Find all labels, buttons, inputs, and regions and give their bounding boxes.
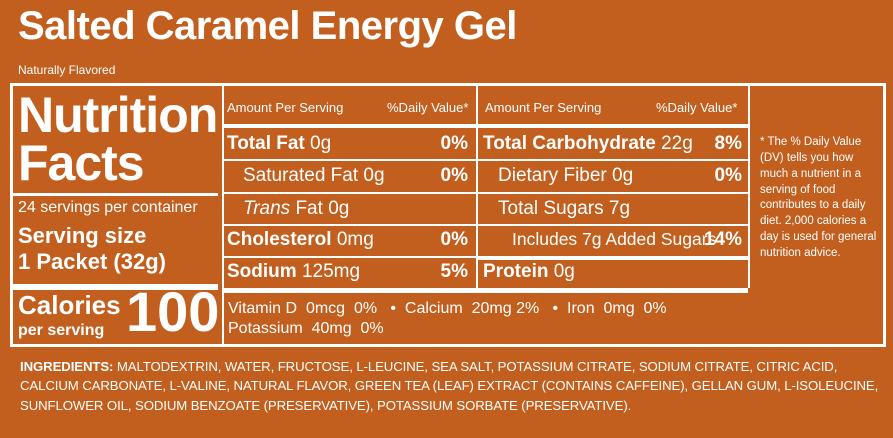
left-header-amount: Amount Per Serving <box>227 100 344 115</box>
column-separator <box>476 86 478 288</box>
total-carbohydrate-dv: 8% <box>714 133 742 154</box>
nutrition-panel <box>10 83 886 347</box>
nutrient-amount: 125mg <box>301 261 361 282</box>
cholesterol-row: Cholesterol 0mg <box>227 229 374 251</box>
vitamins-line-1: Vitamin D 0mcg 0% • Calcium 20mg 2% • Ir… <box>228 300 667 317</box>
nutrient-label: Protein <box>483 261 549 282</box>
vitamins-rule <box>224 288 748 293</box>
nutrient-amount: 0g <box>363 165 385 186</box>
calories-value: 100 <box>126 280 220 343</box>
product-subtitle: Naturally Flavored <box>18 63 116 77</box>
trans-fat-row: Trans Fat 0g <box>243 198 349 220</box>
daily-value-footnote: * The % Daily Value (DV) tells you how m… <box>760 136 877 260</box>
serving-size-value: 1 Packet (32g) <box>18 249 166 275</box>
column-separator <box>222 86 224 344</box>
protein-row: Protein 0g <box>483 261 575 283</box>
sodium-row: Sodium 125mg <box>227 261 360 283</box>
nutrient-label: Cholesterol <box>227 229 332 250</box>
total-sugars-row: Total Sugars 7g <box>498 198 630 220</box>
ingredients: INGREDIENTS: MALTODEXTRIN, WATER, FRUCTO… <box>20 357 880 415</box>
nutrient-amount: 0g <box>612 165 634 186</box>
servings-per-container: 24 servings per container <box>18 199 198 216</box>
calories-label: Calories <box>18 290 121 320</box>
cholesterol-dv: 0% <box>440 229 468 250</box>
nutrient-label: Dietary Fiber <box>498 165 607 186</box>
row-rule <box>478 159 748 161</box>
right-header-amount: Amount Per Serving <box>485 100 602 115</box>
row-rule <box>478 224 748 226</box>
total-fat-dv: 0% <box>440 133 468 154</box>
row-rule <box>224 256 476 258</box>
nutrient-label-suffix: Fat <box>295 198 323 219</box>
nutrition-facts-heading: Nutrition Facts <box>18 87 218 191</box>
product-title: Salted Caramel Energy Gel <box>18 4 517 48</box>
nutrient-amount: 7g <box>608 198 631 219</box>
dietary-fiber-dv: 0% <box>714 165 742 186</box>
added-sugars-dv: 14% <box>703 229 742 250</box>
row-rule <box>478 256 748 260</box>
divider <box>13 193 218 196</box>
dietary-fiber-row: Dietary Fiber 0g <box>498 165 633 187</box>
nutrient-label: Total Carbohydrate <box>483 133 656 154</box>
column-separator <box>748 86 750 288</box>
total-fat-row: Total Fat 0g <box>227 133 331 155</box>
row-rule <box>478 192 748 194</box>
total-carbohydrate-row: Total Carbohydrate 22g <box>483 133 693 155</box>
nutrient-amount: 0g <box>553 261 575 282</box>
nutrient-amount: 0mg <box>336 229 374 250</box>
calories-per-serving: per serving <box>18 322 105 339</box>
saturated-fat-dv: 0% <box>440 165 468 186</box>
heading-line-1: Nutrition <box>18 87 218 143</box>
ingredients-label: INGREDIENTS: <box>20 359 114 374</box>
nutrient-label: Trans <box>243 198 291 219</box>
left-header-dv: %Daily Value* <box>387 100 469 115</box>
heading-line-2: Facts <box>18 134 145 191</box>
right-header-dv: %Daily Value* <box>656 100 738 115</box>
header-rule <box>224 124 476 128</box>
nutrient-label: Sodium <box>227 261 297 282</box>
ingredients-text: MALTODEXTRIN, WATER, FRUCTOSE, L-LEUCINE… <box>20 359 879 413</box>
nutrient-amount: 0g <box>328 198 350 219</box>
nutrient-label: Total Sugars <box>498 198 604 219</box>
vitamins-line-2: Potassium 40mg 0% <box>228 320 384 337</box>
row-rule <box>224 159 476 161</box>
saturated-fat-row: Saturated Fat 0g <box>243 165 385 187</box>
nutrient-label: Saturated Fat <box>243 165 359 186</box>
sodium-dv: 5% <box>440 261 468 282</box>
row-rule <box>224 192 476 194</box>
added-sugars-row: Includes 7g Added Sugars <box>512 229 716 250</box>
header-rule <box>478 124 748 128</box>
serving-size-label: Serving size <box>18 223 147 248</box>
nutrient-label: Total Fat <box>227 133 305 154</box>
row-rule <box>224 224 476 226</box>
thick-divider <box>13 284 218 290</box>
nutrient-amount: 22g <box>661 133 693 154</box>
serving-size: Serving size 1 Packet (32g) <box>18 223 166 276</box>
nutrient-amount: 0g <box>310 133 332 154</box>
nutrient-label: Includes 7g Added Sugars <box>512 229 717 249</box>
